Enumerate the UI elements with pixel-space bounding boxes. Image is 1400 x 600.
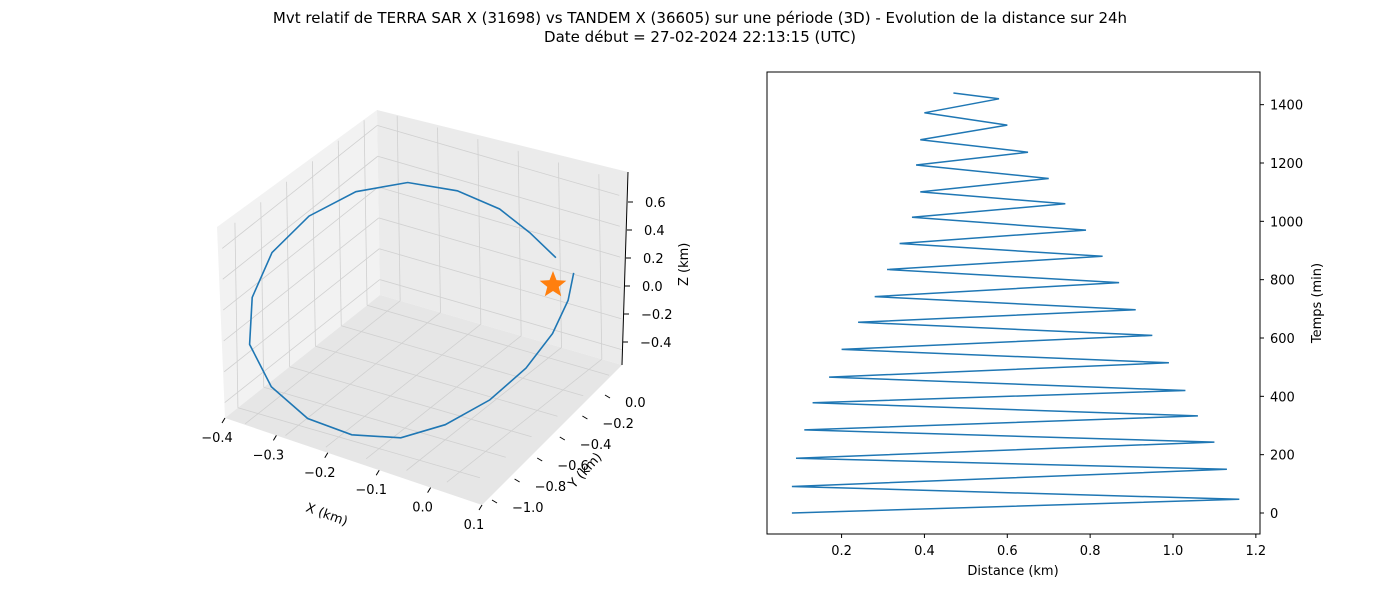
plot-frame (766, 71, 1261, 535)
y-tick-label: 1400 (1270, 99, 1303, 114)
y-tick-label: 800 (1270, 274, 1295, 289)
grid-line-left-z (224, 248, 380, 373)
x-tick-label-3d: −0.4 (201, 431, 233, 446)
y-tick-label-3d: 0.0 (625, 396, 646, 411)
grid-line-back-z (379, 248, 622, 320)
y-tick-label: 200 (1270, 449, 1295, 464)
grid-line-left-y (363, 120, 368, 306)
x-tick-3d (272, 435, 277, 441)
x-tick-3d (221, 417, 226, 424)
y-tick-3d (604, 394, 611, 399)
x-tick-label-3d: 0.0 (412, 501, 433, 516)
y-tick-label: 400 (1270, 390, 1295, 405)
x-tick-label-3d: −0.2 (304, 466, 336, 481)
x-tick-label: 0.6 (997, 544, 1018, 559)
grid-line-left-y (234, 222, 239, 408)
grid-line-floor-y (263, 386, 506, 458)
ticks-3d: −0.4 −0.3 −0.2 −0.1 0.0 0.1 0.0 −0.2 −0.4 −0.6 −0.… (201, 171, 673, 533)
x-tick-3d (478, 504, 483, 511)
grid-line-left-z (223, 217, 379, 342)
z-tick-label-3d: 0.2 (643, 252, 664, 267)
distance-line (791, 92, 1240, 514)
grid-line-back-x (437, 127, 441, 313)
grid-line-left-y (260, 202, 265, 388)
grid-line-back-z (378, 186, 621, 258)
y-tick-3d (491, 499, 498, 504)
grid-line-floor-y (315, 345, 558, 417)
x-tick-label: 0.4 (914, 544, 935, 559)
grid-line-back-x (477, 139, 482, 325)
figure-subtitle: Date début = 27-02-2024 22:13:15 (UTC) (544, 28, 856, 46)
grid-line-left-z (222, 155, 378, 280)
x-tick-label: 0.8 (1080, 544, 1101, 559)
pane-back (377, 110, 628, 365)
z-tick-label-3d: 0.6 (645, 196, 666, 211)
z-tick-label-3d: −0.4 (640, 336, 672, 351)
grid-line-left-z (223, 186, 379, 311)
grid-line-floor-y (237, 407, 481, 479)
grid-line-left-y (337, 140, 342, 326)
x-tick-label: 1.0 (1163, 544, 1184, 559)
grid-line-floor-y (289, 366, 532, 438)
y-tick-label-3d: −0.4 (580, 438, 612, 453)
grid-line-floor-x (325, 323, 482, 448)
grid-line-back-x (517, 150, 522, 336)
x-tick-3d (324, 452, 329, 459)
y-tick-label-3d: −0.2 (602, 417, 634, 432)
grid-line-back-z (379, 279, 622, 350)
grid-line-left-y (312, 161, 316, 347)
x-tick-label-3d: 0.1 (464, 518, 485, 533)
grid-line-floor-y (341, 325, 584, 397)
grid-line-left-y (286, 181, 290, 367)
y-tick-label-3d: −0.8 (535, 480, 567, 495)
grid-line-back-x (598, 174, 603, 360)
y-tick-label-3d: −1.0 (512, 501, 544, 516)
z-tick-label-3d: 0.0 (642, 280, 663, 295)
grid-line-floor-x (446, 358, 603, 483)
y-tick-label: 1200 (1270, 157, 1303, 172)
grid-line-back-z (377, 125, 620, 196)
y-tick-3d (514, 478, 520, 483)
panel-3d: −0.4 −0.3 −0.2 −0.1 0.0 0.1 0.0 −0.2 −0.4 −0.6 −0.… (201, 110, 673, 533)
figure-title: Mvt relatif de TERRA SAR X (31698) vs TA… (272, 9, 1128, 27)
x-tick-label: 0.2 (831, 544, 852, 559)
x-tick-label: 1.2 (1246, 544, 1267, 559)
x-tick-3d (375, 469, 380, 476)
z-axis-line (621, 171, 629, 366)
grid-line-left-z (222, 125, 378, 249)
y-tick-3d (559, 436, 566, 441)
grid-3d (222, 115, 622, 483)
grid-line-floor-x (365, 335, 522, 460)
grid-line-back-z (377, 155, 620, 227)
x-tick-3d (427, 487, 432, 493)
z-axis-3d-label: Z (km) (677, 243, 692, 286)
grid-line-floor-y (366, 304, 610, 376)
z-tick-label-3d: 0.4 (644, 224, 665, 239)
origin-star-marker (539, 271, 567, 297)
y-tick-label: 1000 (1270, 215, 1303, 230)
x-tick-label-3d: −0.1 (355, 483, 387, 498)
grid-line-floor-x (285, 312, 441, 436)
y-tick-label: 600 (1270, 332, 1295, 347)
y-tick-3d (536, 457, 543, 462)
grid-line-back-x (396, 115, 401, 301)
z-tick-label-3d: −0.2 (641, 308, 673, 323)
y-axis-label: Temps (min) (1310, 263, 1325, 344)
pane-floor (225, 295, 622, 505)
grid-line-floor-x (244, 300, 401, 425)
grid-line-floor-x (406, 347, 562, 471)
panel-distance: 0.2 0.4 0.6 0.8 1.0 1.2 0 200 400 600 800 1000 1200 1… (766, 71, 1303, 559)
y-tick-label-3d: −0.6 (557, 459, 589, 474)
y-tick-3d (582, 415, 588, 420)
x-axis-3d-label: X (km) (304, 501, 350, 530)
trajectory-3d-line (248, 181, 575, 439)
grid-line-left-z (224, 279, 380, 403)
y-tick-label: 0 (1270, 507, 1278, 522)
x-axis-label: Distance (km) (967, 564, 1058, 579)
ticks-2d: 0.2 0.4 0.6 0.8 1.0 1.2 0 200 400 600 800 1000 1200 1… (831, 99, 1303, 559)
x-tick-label-3d: −0.3 (253, 448, 285, 463)
grid-line-back-z (378, 217, 621, 289)
